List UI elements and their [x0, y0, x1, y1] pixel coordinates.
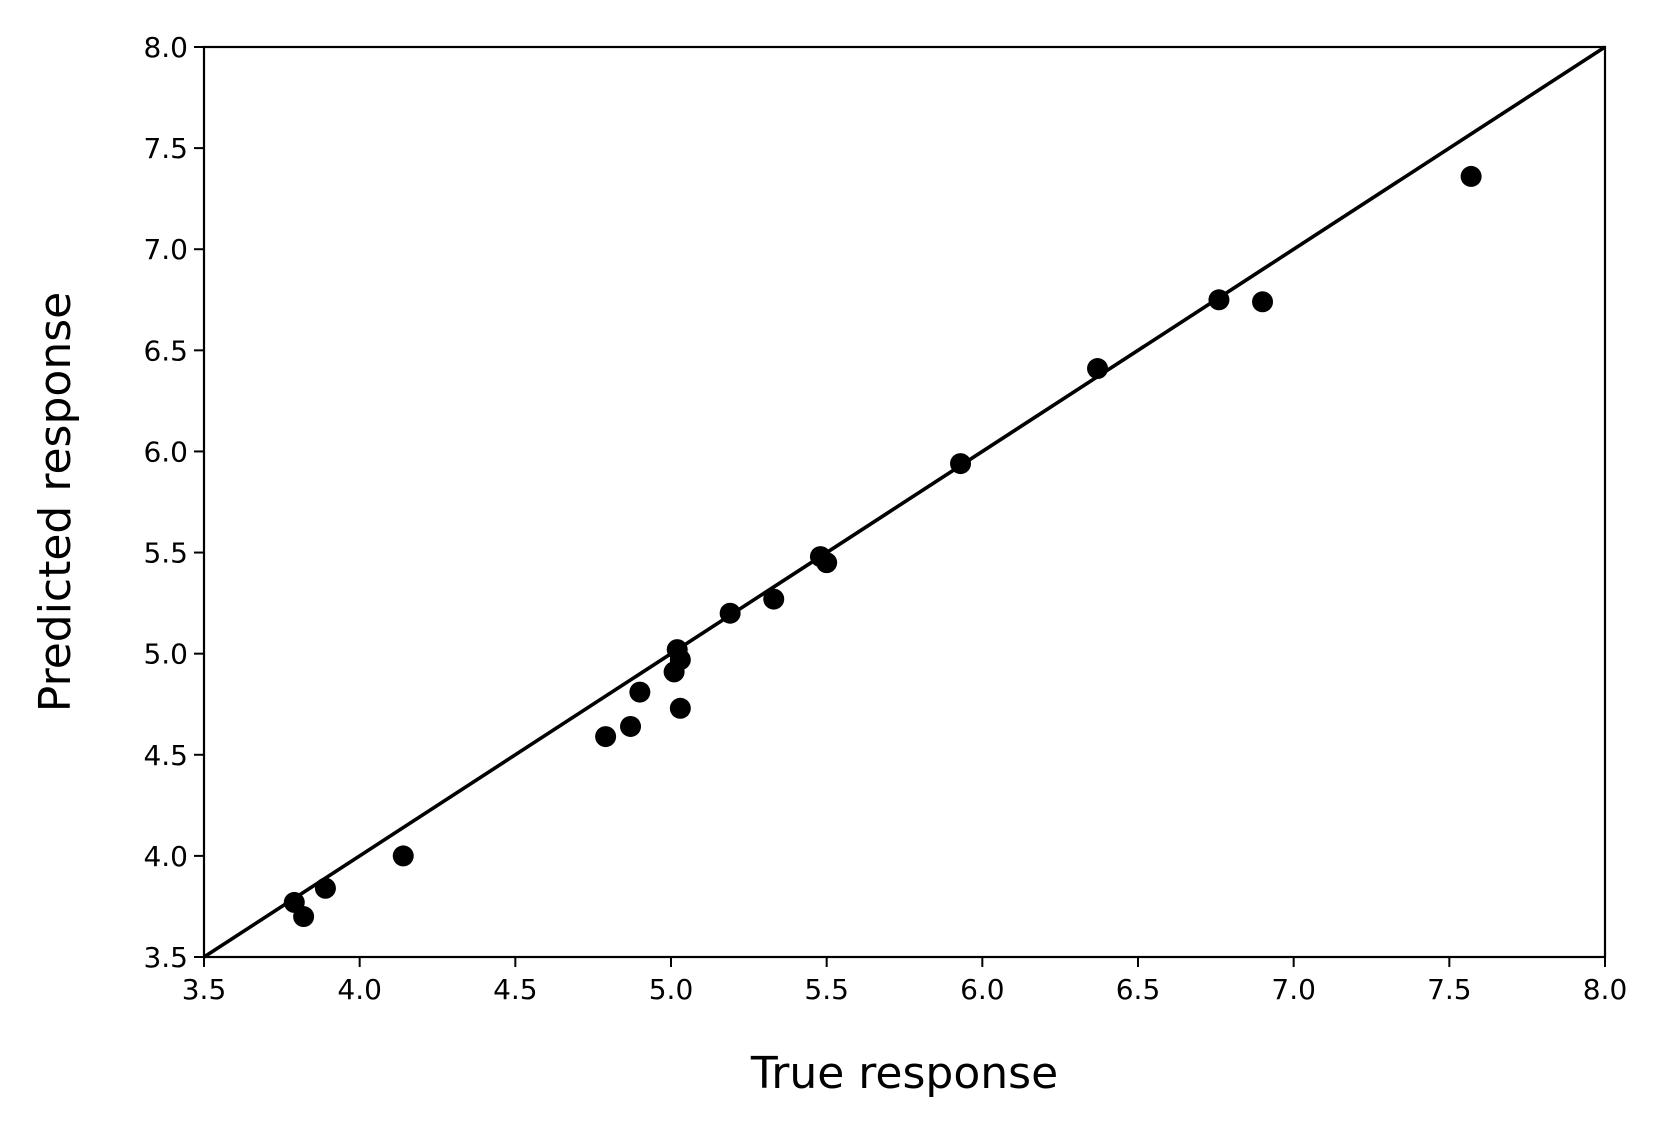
data-point-18 — [1208, 289, 1230, 311]
y-tick-label: 4.0 — [143, 840, 188, 873]
y-tick-label: 6.0 — [143, 435, 188, 468]
x-tick-label: 4.0 — [337, 973, 382, 1006]
y-tick-label: 4.5 — [143, 739, 188, 772]
x-tick-label: 4.5 — [493, 973, 538, 1006]
y-axis-title: Predicted response — [30, 292, 81, 712]
data-point-19 — [1252, 291, 1274, 313]
data-point-2 — [293, 906, 315, 928]
x-tick-label: 8.0 — [1583, 973, 1628, 1006]
data-point-13 — [763, 588, 785, 610]
data-point-16 — [950, 453, 972, 475]
x-tick-label: 6.5 — [1116, 973, 1161, 1006]
y-tick-label: 8.0 — [143, 31, 188, 64]
x-tick-label: 7.5 — [1427, 973, 1472, 1006]
data-point-7 — [629, 681, 651, 703]
x-tick-label: 5.0 — [649, 973, 694, 1006]
data-point-3 — [314, 877, 336, 899]
data-point-12 — [719, 602, 741, 624]
y-tick-label: 5.5 — [143, 537, 188, 570]
data-point-10 — [669, 649, 691, 671]
x-tick-label: 3.5 — [182, 973, 227, 1006]
x-tick-label: 6.0 — [960, 973, 1005, 1006]
data-point-11 — [669, 697, 691, 719]
x-axis-title: True response — [750, 1048, 1058, 1099]
data-point-4 — [392, 845, 414, 867]
x-tick-label: 5.5 — [804, 973, 849, 1006]
data-point-6 — [620, 715, 642, 737]
y-tick-label: 7.5 — [143, 132, 188, 165]
y-tick-label: 6.5 — [143, 334, 188, 367]
y-tick-label: 5.0 — [143, 638, 188, 671]
data-point-5 — [595, 726, 617, 748]
data-point-17 — [1087, 358, 1109, 380]
y-tick-label: 3.5 — [143, 941, 188, 974]
y-tick-label: 7.0 — [143, 233, 188, 266]
x-tick-label: 7.0 — [1271, 973, 1316, 1006]
data-point-20 — [1460, 165, 1482, 187]
data-point-15 — [816, 552, 838, 574]
identity-line — [203, 45, 1606, 959]
plot-frame — [202, 45, 1607, 959]
